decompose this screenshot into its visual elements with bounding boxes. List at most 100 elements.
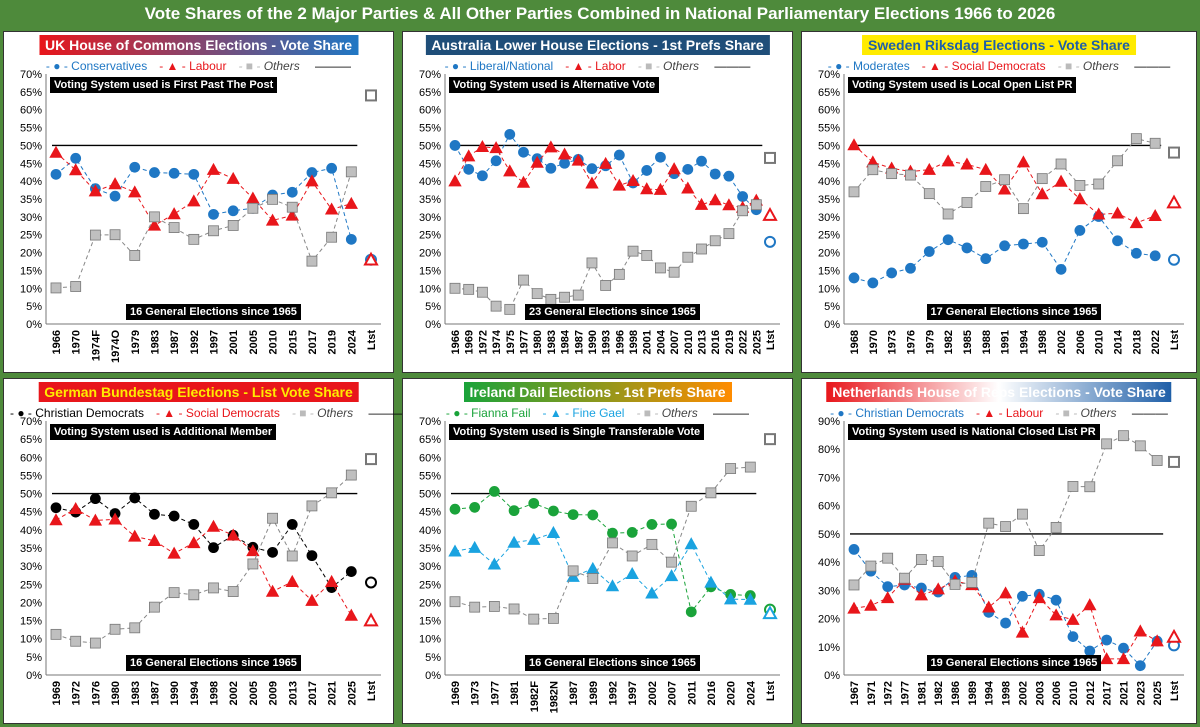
- data-point: [848, 186, 860, 198]
- data-point: [942, 208, 954, 220]
- data-point: [548, 505, 559, 517]
- data-point: [344, 608, 358, 621]
- data-point: [149, 508, 160, 520]
- x-tick-label: 2010: [1094, 330, 1106, 354]
- x-tick-label: 1970: [868, 330, 880, 354]
- data-point: [723, 228, 735, 240]
- data-point: [586, 257, 598, 269]
- legend-entry: - ■ - Others: [1058, 59, 1119, 73]
- data-point: [545, 162, 557, 174]
- data-point: [587, 573, 599, 584]
- data-point: [1101, 438, 1113, 450]
- voting-system-note: Voting System used is First Past The Pos…: [50, 77, 278, 93]
- legend-swatch: - ■ -: [637, 59, 664, 73]
- x-tick-label: 1976: [90, 681, 102, 705]
- data-point: [646, 519, 658, 530]
- x-tick-label: 2025: [346, 681, 358, 705]
- data-point: [848, 272, 860, 284]
- y-tick-label: 10%: [419, 634, 441, 646]
- data-point: [655, 151, 666, 163]
- y-tick-label: 25%: [419, 579, 441, 591]
- election-count-note: 19 General Elections since 1965: [926, 655, 1102, 671]
- x-tick-label: 1996: [614, 330, 626, 354]
- y-tick-label: 50%: [419, 489, 441, 501]
- series-line: [853, 435, 1158, 586]
- data-point: [50, 168, 62, 180]
- x-tick-label: 1987: [149, 681, 161, 705]
- data-point: [997, 182, 1012, 195]
- x-tick-label: 2002: [647, 681, 659, 705]
- data-point: [1015, 625, 1030, 638]
- y-tick-label: 10%: [818, 283, 840, 295]
- data-point: [653, 182, 668, 195]
- y-tick-label: 20%: [20, 597, 42, 609]
- legend-label: Others: [1080, 406, 1117, 420]
- y-tick-label: 35%: [419, 194, 441, 206]
- data-point: [941, 154, 955, 167]
- y-tick-label: 25%: [419, 230, 441, 242]
- y-tick-label: 55%: [20, 123, 42, 135]
- data-point: [345, 233, 357, 245]
- data-point: [847, 601, 861, 614]
- latest-poll-marker: [365, 453, 377, 466]
- data-point: [527, 532, 541, 545]
- y-tick-label: 40%: [419, 176, 441, 188]
- x-tick-label: 2010: [1068, 681, 1080, 705]
- series-line: [454, 146, 757, 209]
- data-point: [1066, 612, 1080, 625]
- x-tick-label: 1990: [587, 330, 599, 354]
- data-point: [305, 174, 319, 187]
- data-point: [607, 527, 618, 539]
- data-point: [490, 155, 502, 167]
- y-tick-label: 20%: [818, 614, 840, 626]
- data-point: [187, 536, 201, 549]
- y-tick-label: 55%: [818, 123, 840, 135]
- x-tick-label: 1969: [51, 681, 63, 705]
- data-point: [923, 246, 935, 257]
- y-tick-label: 0%: [26, 319, 42, 331]
- x-tick-label: 1983: [546, 330, 558, 354]
- x-tick-label: 1981: [916, 681, 928, 705]
- data-point: [1054, 174, 1068, 187]
- x-tick-label: 1979: [924, 330, 936, 354]
- latest-poll-marker: [764, 151, 776, 164]
- data-point: [206, 519, 221, 532]
- y-tick-label: 45%: [419, 507, 441, 519]
- legend-50pct-line: ———: [711, 59, 751, 73]
- x-tick-label: 1969: [450, 681, 462, 705]
- data-point: [708, 193, 722, 206]
- y-tick-label: 50%: [818, 140, 840, 152]
- x-tick-label: 2003: [1034, 681, 1046, 705]
- x-tick-label: 1994: [1018, 329, 1030, 354]
- x-tick-label: 1981: [509, 681, 521, 705]
- data-point: [70, 281, 82, 292]
- data-point: [208, 542, 219, 554]
- data-point: [613, 268, 625, 280]
- data-point: [1148, 208, 1162, 221]
- data-point: [1067, 631, 1079, 643]
- legend-label: Conservatives: [71, 59, 148, 73]
- legend-label: Christian Democrats: [855, 406, 965, 420]
- data-point: [70, 152, 82, 164]
- y-tick-label: 65%: [20, 434, 42, 446]
- data-point: [923, 188, 935, 200]
- data-point: [722, 198, 736, 211]
- legend-swatch: - ▲ -: [155, 406, 186, 420]
- x-tick-label: 1966: [450, 330, 462, 354]
- latest-poll-marker: [365, 89, 377, 102]
- data-point: [682, 251, 694, 263]
- data-point: [1093, 178, 1105, 190]
- y-tick-label: 10%: [818, 642, 840, 654]
- y-tick-label: 45%: [419, 158, 441, 170]
- chart-panel-3: German Bundestag Elections - List Vote S…: [3, 378, 404, 724]
- legend-label: Others: [661, 406, 698, 420]
- chart-title: Sweden Riksdag Elections - Vote Share: [862, 35, 1136, 55]
- data-point: [462, 149, 476, 162]
- data-point: [750, 199, 762, 211]
- y-tick-label: 0%: [26, 670, 42, 682]
- data-point: [1118, 642, 1129, 654]
- legend-entry: - ● - Fianna Fail: [446, 406, 531, 420]
- data-point: [1049, 608, 1063, 621]
- data-point: [463, 283, 475, 295]
- data-point: [1084, 481, 1096, 493]
